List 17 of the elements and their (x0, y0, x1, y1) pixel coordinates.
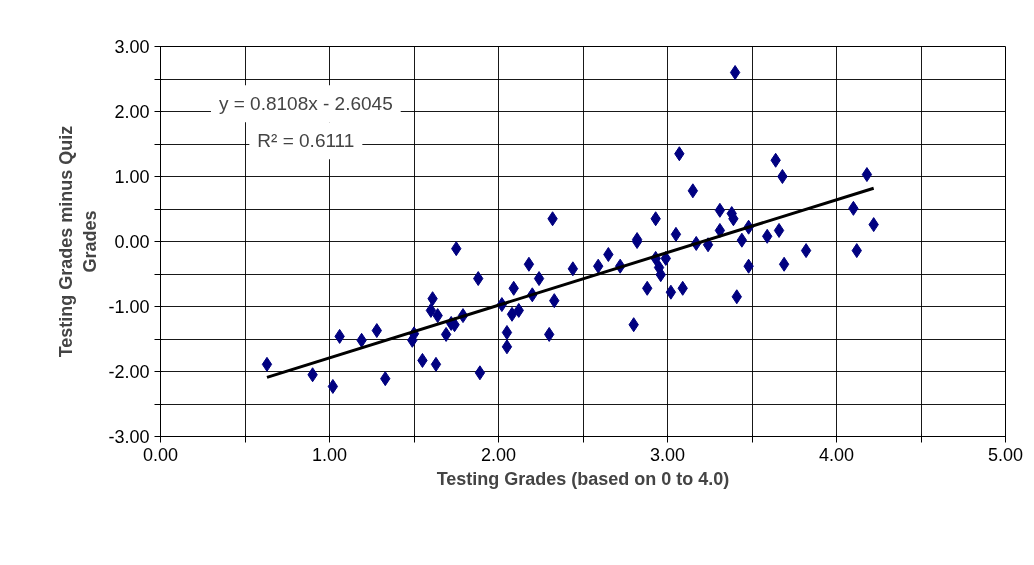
x-tick-label: 5.00 (987, 444, 1024, 465)
y-tick-label: 3.00 (114, 37, 150, 57)
x-tick-label: 1.00 (311, 444, 348, 465)
x-tick-label: 2.00 (480, 444, 517, 465)
y-tick-label: 1.00 (114, 167, 150, 187)
annotation: R² = 0.6111 (257, 130, 355, 152)
x-axis-title: Testing Grades (based on 0 to 4.0) (436, 468, 730, 489)
y-tick-label: -2.00 (108, 362, 150, 382)
x-tick-label: 0.00 (142, 444, 179, 465)
y-tick-label: 2.00 (114, 102, 150, 122)
y-tick-label: -3.00 (108, 427, 150, 447)
y-axis-title: Testing Grades minus Quiz Grades (56, 125, 101, 358)
y-tick-label: -1.00 (108, 297, 150, 317)
y-tick-label: 0.00 (114, 232, 150, 252)
annotation: y = 0.8108x - 2.6045 (218, 93, 393, 115)
x-tick-label: 4.00 (818, 444, 855, 465)
x-tick-label: 3.00 (649, 444, 686, 465)
